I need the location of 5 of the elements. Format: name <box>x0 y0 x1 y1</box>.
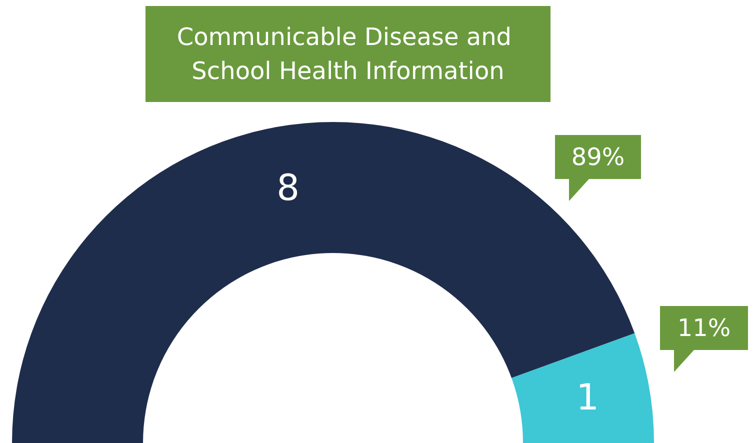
chart-title: Communicable Disease and School Health Information <box>176 23 520 85</box>
data-label: 1 <box>576 378 600 419</box>
speech-bubble: 89% <box>555 135 641 201</box>
data-label: 8 <box>276 168 300 209</box>
speech-bubble: 11% <box>660 306 748 372</box>
